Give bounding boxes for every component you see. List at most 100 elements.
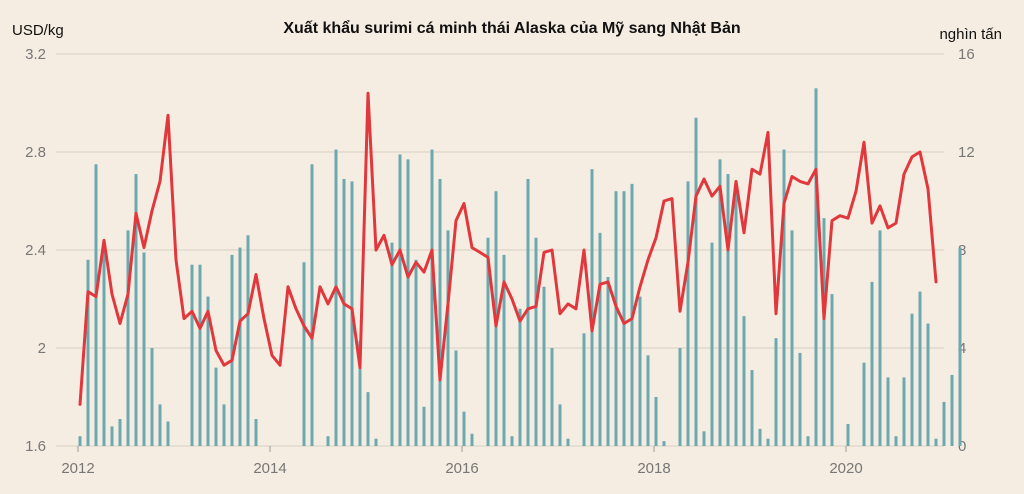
volume-bar — [94, 164, 98, 446]
volume-bar — [614, 191, 618, 446]
volume-bar — [646, 355, 650, 446]
volume-bar — [78, 436, 82, 446]
volume-bar — [374, 438, 378, 446]
volume-bar — [326, 436, 330, 446]
volume-bar — [830, 294, 834, 446]
volume-bar — [654, 397, 658, 446]
volume-bar — [902, 377, 906, 446]
volume-bar — [702, 431, 706, 446]
volume-bar — [718, 159, 722, 446]
x-tick-label: 2018 — [637, 460, 670, 477]
volume-bar — [774, 338, 778, 446]
volume-bar — [246, 235, 250, 446]
volume-bar — [430, 149, 434, 447]
volume-bar — [454, 350, 458, 446]
volume-bar — [446, 230, 450, 446]
left-axis-unit-label: USD/kg — [12, 22, 64, 39]
volume-bar — [206, 296, 210, 446]
volume-bar — [166, 421, 170, 446]
volume-bar — [150, 348, 154, 446]
volume-bar — [342, 178, 346, 446]
volume-bar — [510, 436, 514, 446]
volume-bar — [582, 333, 586, 446]
volume-bar — [230, 254, 234, 446]
x-tick-label: 2014 — [253, 460, 286, 477]
volume-bar — [254, 419, 258, 446]
volume-bar — [766, 438, 770, 446]
volume-bar — [958, 247, 962, 446]
volume-bar — [862, 362, 866, 446]
left-tick-label: 2.4 — [25, 242, 46, 259]
volume-bar — [942, 401, 946, 446]
volume-bar — [782, 149, 786, 447]
right-tick-label: 12 — [958, 144, 975, 161]
volume-bar — [86, 259, 90, 446]
x-tick-label: 2016 — [445, 460, 478, 477]
volume-bar — [398, 154, 402, 446]
chart-title: Xuất khẩu surimi cá minh thái Alaska của… — [283, 20, 741, 37]
right-tick-label: 8 — [958, 242, 966, 259]
volume-bar — [414, 259, 418, 446]
volume-bar — [470, 433, 474, 446]
volume-bar — [710, 242, 714, 446]
volume-bar — [910, 313, 914, 446]
volume-bar — [598, 232, 602, 446]
volume-bar — [518, 308, 522, 446]
volume-bar — [462, 411, 466, 446]
volume-bar — [846, 423, 850, 446]
volume-bar — [886, 377, 890, 446]
volume-bar — [726, 174, 730, 447]
volume-bar — [590, 169, 594, 446]
volume-bar — [534, 237, 538, 446]
volume-bar — [662, 441, 666, 446]
volume-bar — [694, 117, 698, 446]
volume-bar — [894, 436, 898, 446]
left-tick-label: 2.8 — [25, 144, 46, 161]
volume-bar — [118, 419, 122, 446]
volume-bar — [606, 276, 610, 446]
volume-bar — [406, 159, 410, 446]
right-tick-label: 4 — [958, 340, 966, 357]
volume-bar — [366, 392, 370, 446]
volume-bar — [926, 323, 930, 446]
x-tick-label: 2020 — [829, 460, 862, 477]
volume-bar — [190, 264, 194, 446]
volume-bar — [878, 230, 882, 446]
volume-bar — [950, 374, 954, 446]
volume-bar — [742, 316, 746, 446]
volume-bar — [558, 404, 562, 446]
left-tick-label: 1.6 — [25, 438, 46, 455]
volume-bar — [822, 218, 826, 446]
volume-bar — [134, 174, 138, 447]
volume-bar — [158, 404, 162, 446]
volume-bar — [750, 370, 754, 446]
volume-bar — [526, 178, 530, 446]
volume-bar — [126, 230, 130, 446]
volume-bar — [870, 281, 874, 446]
volume-bar — [678, 348, 682, 446]
volume-bar — [638, 296, 642, 446]
left-tick-label: 2 — [38, 340, 46, 357]
volume-bar — [102, 247, 106, 446]
volume-bar — [918, 291, 922, 446]
right-tick-label: 16 — [958, 46, 975, 63]
volume-bar — [502, 254, 506, 446]
volume-bar — [798, 352, 802, 446]
volume-bar — [358, 340, 362, 446]
volume-bar — [310, 164, 314, 446]
volume-bar — [422, 406, 426, 446]
volume-bar — [438, 178, 442, 446]
volume-bar — [198, 264, 202, 446]
volume-bar — [934, 438, 938, 446]
volume-bar — [806, 436, 810, 446]
volume-bar — [542, 286, 546, 446]
volume-bar — [142, 252, 146, 446]
volume-bar — [790, 230, 794, 446]
volume-bar — [238, 247, 242, 446]
volume-bar — [214, 367, 218, 446]
volume-bar — [622, 191, 626, 446]
right-tick-label: 0 — [958, 438, 966, 455]
volume-bar — [566, 438, 570, 446]
